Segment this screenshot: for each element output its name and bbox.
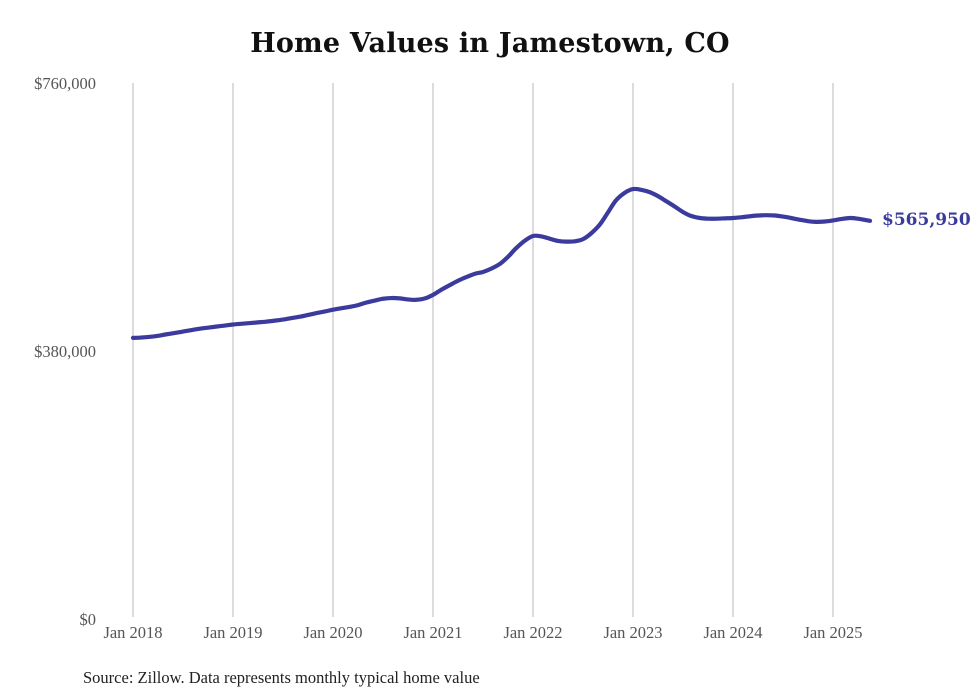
x-axis-tick-label: Jan 2019: [203, 623, 263, 642]
x-axis-tick-label: Jan 2021: [403, 623, 463, 642]
source-note: Source: Zillow. Data represents monthly …: [83, 668, 480, 687]
gridlines-group: [132, 83, 834, 617]
end-value-label: $565,950: [882, 209, 971, 230]
x-axis-tick-label: Jan 2025: [803, 623, 863, 642]
x-axis-tick-label: Jan 2024: [703, 623, 763, 642]
y-axis-tick-label: $760,000: [34, 74, 96, 93]
y-axis-tick-label: $0: [79, 610, 97, 629]
x-axis-tick-label: Jan 2018: [103, 623, 163, 642]
y-axis-tick-label: $380,000: [34, 342, 96, 361]
chart-title: Home Values in Jamestown, CO: [250, 28, 730, 59]
series-line: [130, 186, 873, 340]
data-series-group: [130, 186, 873, 340]
x-axis-tick-label: Jan 2020: [303, 623, 363, 642]
x-axis-tick-label: Jan 2022: [503, 623, 563, 642]
x-axis-tick-label: Jan 2023: [603, 623, 663, 642]
